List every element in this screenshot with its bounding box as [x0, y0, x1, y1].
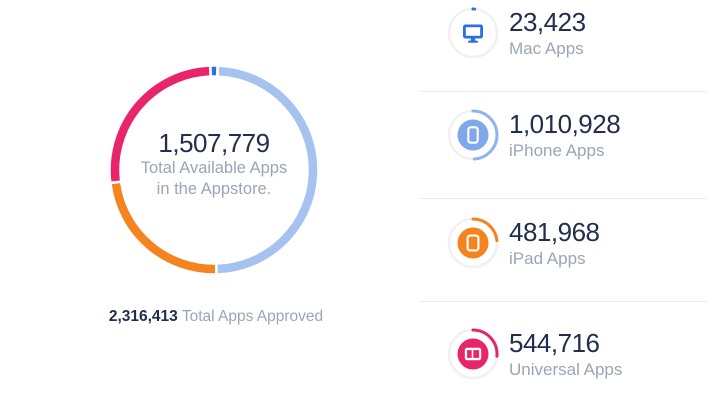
ipad-icon — [447, 217, 499, 269]
total-apps-approved-label: Total Apps Approved — [177, 308, 324, 325]
iphone-icon — [447, 109, 499, 161]
universal-apps-label: Universal Apps — [509, 360, 623, 379]
stat-text-iphone: 1,010,928 iPhone Apps — [509, 109, 621, 162]
donut-center-text: 1,507,779 Total Available Apps in the Ap… — [94, 44, 334, 284]
mac-apps-value: 23,423 — [509, 7, 586, 37]
stat-row-mac-apps: 23,423 Mac Apps — [420, 0, 707, 91]
total-available-label-line1: Total Available Apps — [140, 159, 288, 177]
total-available-value: 1,507,779 — [158, 128, 270, 158]
stat-text-mac: 23,423 Mac Apps — [509, 7, 586, 60]
donut-segment-iphone-apps — [110, 66, 318, 274]
iphone-apps-label: iPhone Apps — [509, 141, 605, 160]
ring-progress — [447, 109, 499, 161]
total-apps-approved-value: 2,316,413 — [108, 308, 178, 325]
mac-apps-label: Mac Apps — [509, 39, 584, 58]
universal-apps-value: 544,716 — [509, 328, 600, 358]
donut-chart: 1,507,779 Total Available Apps in the Ap… — [94, 50, 334, 290]
stat-text-ipad: 481,968 iPad Apps — [509, 217, 600, 270]
total-apps-approved: 2,316,413 Total Apps Approved — [0, 308, 432, 326]
donut-section: 1,507,779 Total Available Apps in the Ap… — [94, 50, 334, 325]
stats-list: 23,423 Mac Apps 1,010,928 iPhone Apps — [420, 0, 707, 402]
ipad-apps-value: 481,968 — [509, 217, 600, 247]
stat-row-universal-apps: 544,716 Universal Apps — [420, 301, 707, 402]
ring-progress — [447, 328, 499, 380]
donut-segment-universal-apps — [110, 66, 318, 274]
donut-segment-mac-apps — [110, 66, 318, 274]
stat-row-iphone-apps: 1,010,928 iPhone Apps — [420, 91, 707, 198]
iphone-apps-value: 1,010,928 — [509, 109, 621, 139]
stat-row-ipad-apps: 481,968 iPad Apps — [420, 198, 707, 301]
mac-monitor-icon — [447, 7, 499, 59]
ring-progress — [447, 217, 499, 269]
total-available-label-line2: in the Appstore. — [156, 180, 272, 198]
ring-progress — [447, 7, 499, 59]
donut-ring — [110, 66, 318, 274]
ipad-apps-label: iPad Apps — [509, 249, 586, 268]
stat-text-universal: 544,716 Universal Apps — [509, 328, 622, 381]
universal-icon — [447, 328, 499, 380]
